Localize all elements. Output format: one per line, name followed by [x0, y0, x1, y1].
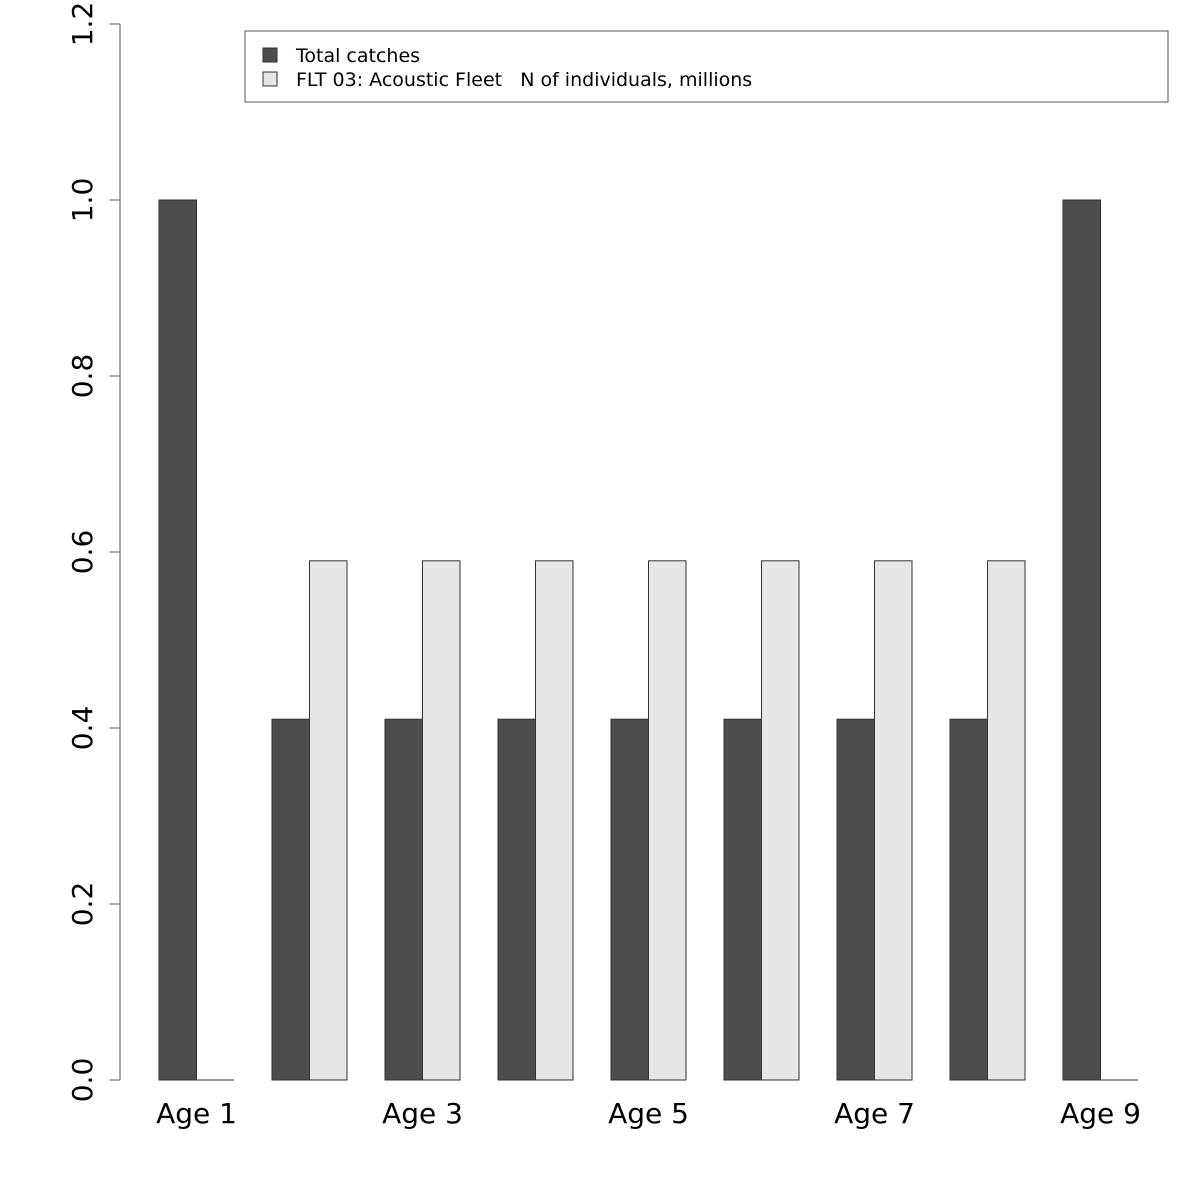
bar-acoustic-fleet-3 [422, 560, 461, 1081]
bar-total-catches-2 [271, 718, 310, 1081]
y-tick-label: 0.8 [66, 354, 99, 399]
bars [158, 199, 1138, 1081]
bar-total-catches-8 [949, 718, 988, 1081]
y-tick-label: 1.0 [66, 178, 99, 223]
y-axis: 0.0 0.2 0.4 0.6 0.8 1.0 1.2 [66, 2, 121, 1103]
bar-acoustic-fleet-6 [761, 560, 800, 1081]
x-tick-label: Age 3 [382, 1097, 463, 1130]
legend-label: Total catches [295, 45, 420, 67]
y-tick-label: 0.6 [66, 530, 99, 575]
bar-total-catches-3 [384, 718, 423, 1081]
bar-acoustic-fleet-2 [309, 560, 348, 1081]
bar-acoustic-fleet-8 [987, 560, 1026, 1081]
y-tick-label: 1.2 [66, 2, 99, 47]
bar-total-catches-7 [836, 718, 875, 1081]
bar-total-catches-6 [723, 718, 762, 1081]
bar-total-catches-1 [158, 199, 197, 1081]
bar-acoustic-fleet-7 [874, 560, 913, 1081]
bar-acoustic-fleet-5 [648, 560, 687, 1081]
y-tick-label: 0.4 [66, 706, 99, 751]
x-tick-label: Age 1 [156, 1097, 237, 1130]
y-tick-label: 0.2 [66, 882, 99, 927]
x-tick-label: Age 7 [834, 1097, 915, 1130]
legend-box [244, 30, 1169, 103]
legend-label: FLT 03: Acoustic Fleet N of individuals,… [296, 69, 752, 91]
legend-swatch [262, 47, 278, 63]
x-tick-label: Age 9 [1060, 1097, 1141, 1130]
x-tick-label: Age 5 [608, 1097, 689, 1130]
legend-swatch [262, 71, 278, 87]
x-axis-labels: Age 1 Age 3 Age 5 Age 7 Age 9 [156, 1097, 1141, 1130]
bar-total-catches-4 [497, 718, 536, 1081]
bar-acoustic-fleet-4 [535, 560, 574, 1081]
bar-total-catches-9 [1062, 199, 1101, 1081]
bar-total-catches-5 [610, 718, 649, 1081]
y-tick-label: 0.0 [66, 1058, 99, 1103]
